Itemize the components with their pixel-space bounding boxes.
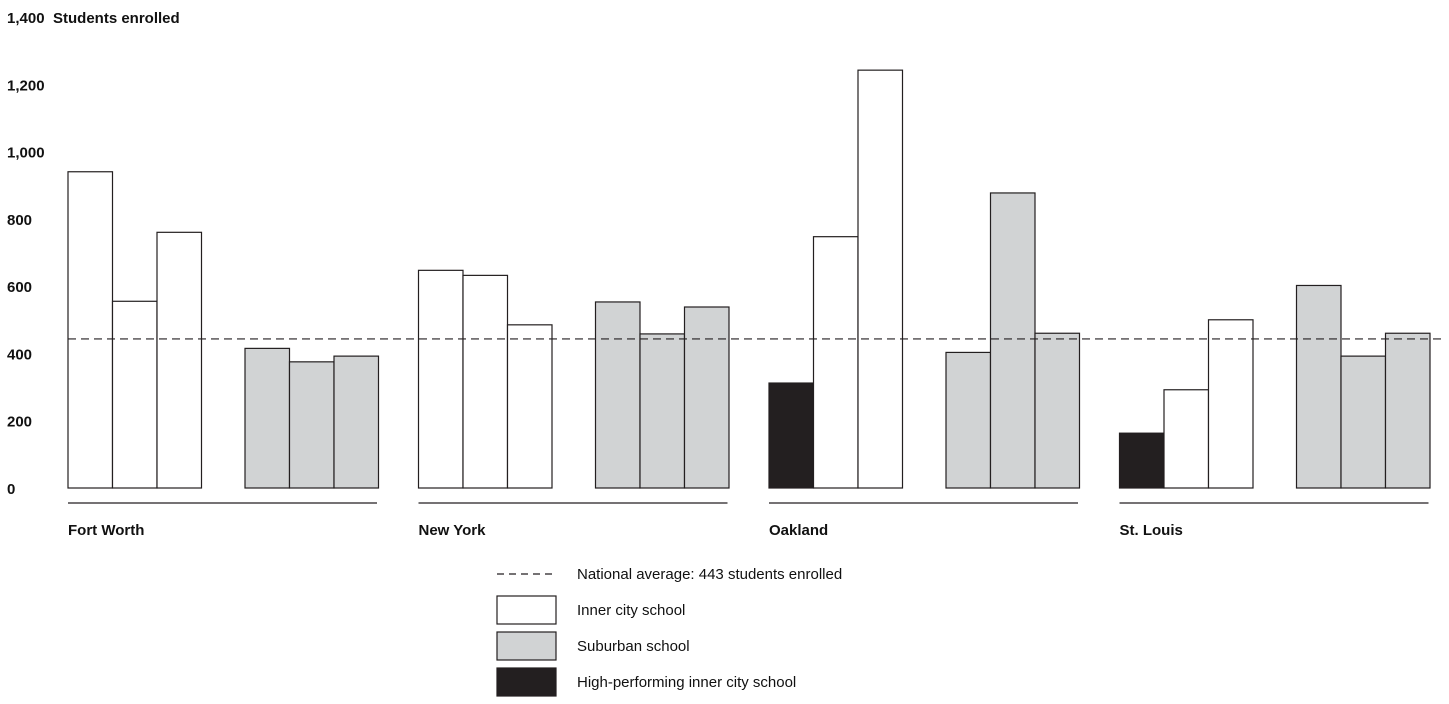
bar-suburban (1340, 355, 1387, 489)
bar-inner-city (506, 324, 553, 489)
y-tick-label: 800 (7, 212, 32, 229)
bar-high-performing (1118, 432, 1165, 489)
bar-high-performing (768, 382, 815, 489)
city-label: New York (419, 522, 487, 539)
bar-suburban (244, 347, 291, 489)
bar-inner-city (156, 231, 203, 489)
y-axis: 0 200 400 600 800 1,000 1,200 1,400 Students enr… (7, 10, 180, 498)
bar-suburban (1384, 332, 1431, 489)
bar-inner-city (462, 274, 509, 489)
legend-swatch-suburban (496, 631, 557, 661)
legend: National average: 443 students enrolled I… (496, 566, 842, 697)
city-label: Fort Worth (68, 522, 144, 539)
legend-label: Inner city school (577, 602, 685, 619)
city-labels: Fort Worth New York Oakland St. Louis (68, 522, 1183, 539)
y-tick-label: 200 (7, 414, 32, 431)
bar-suburban (333, 355, 380, 489)
bar-suburban (639, 333, 686, 489)
bar-inner-city (1163, 389, 1210, 489)
y-tick-label: 400 (7, 346, 32, 363)
bar-suburban (989, 192, 1036, 489)
bar-suburban (683, 306, 730, 489)
y-tick-label: 600 (7, 279, 32, 296)
y-axis-title: Students enrolled (53, 10, 180, 27)
city-label: Oakland (769, 522, 828, 539)
bar-inner-city (812, 236, 859, 489)
bar-inner-city (857, 69, 904, 489)
city-label: St. Louis (1120, 522, 1183, 539)
bar-inner-city (67, 171, 114, 489)
bar-inner-city (111, 300, 158, 489)
legend-label: National average: 443 students enrolled (577, 566, 842, 583)
legend-label: High-performing inner city school (577, 674, 796, 691)
legend-swatch-high (496, 667, 557, 697)
bar-suburban (945, 351, 992, 489)
bar-suburban (288, 361, 335, 489)
bar-suburban (1295, 284, 1342, 489)
bars (67, 69, 1431, 489)
bar-inner-city (417, 269, 464, 489)
y-tick-label: 0 (7, 481, 15, 498)
bar-suburban (1034, 332, 1081, 489)
bar-suburban (594, 301, 641, 489)
y-tick-label: 1,400 (7, 10, 45, 27)
y-tick-label: 1,200 (7, 77, 45, 94)
y-tick-label: 1,000 (7, 145, 45, 162)
bar-inner-city (1207, 319, 1254, 489)
legend-label: Suburban school (577, 638, 690, 655)
legend-swatch-inner (496, 595, 557, 625)
